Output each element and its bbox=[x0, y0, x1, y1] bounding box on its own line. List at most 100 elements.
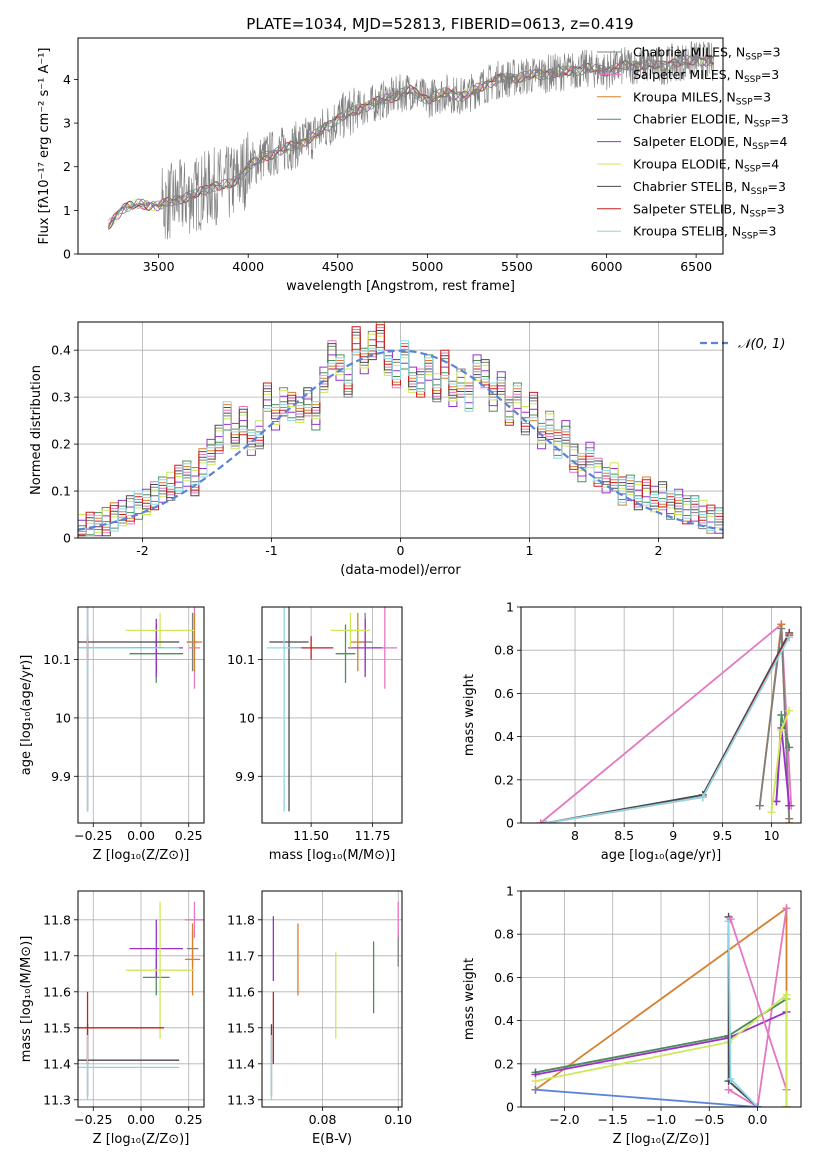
y-tick-label: 1 bbox=[506, 600, 514, 615]
legend-entry: Chabrier STELIB, NSSP=3 bbox=[633, 179, 786, 197]
weight-marker bbox=[777, 624, 786, 633]
x-tick-label: 0.0 bbox=[748, 1112, 768, 1127]
weight-marker bbox=[698, 793, 707, 802]
y-tick-label: 0.4 bbox=[494, 729, 514, 744]
legend-entry: 𝒩(0, 1) bbox=[738, 337, 785, 352]
x-tick-label: 0.00 bbox=[127, 1112, 155, 1127]
legend-subscript: SSP bbox=[741, 232, 758, 242]
y-tick-label: 0 bbox=[506, 1100, 514, 1115]
model-spectrum-line bbox=[108, 55, 715, 230]
y-tick-label: 0.8 bbox=[494, 927, 514, 942]
x-axis-label: (data-model)/error bbox=[340, 563, 461, 578]
y-tick-label: 11.3 bbox=[227, 1092, 255, 1107]
legend-text: Salpeter MILES, N bbox=[633, 67, 744, 82]
normal-distribution-curve bbox=[78, 349, 723, 531]
y-tick-label: 10.1 bbox=[43, 652, 71, 667]
y-tick-label: 11.7 bbox=[227, 948, 255, 963]
y-tick-label: 11.8 bbox=[227, 912, 255, 927]
x-axis-label: Z [log₁₀(Z/Z⊙)] bbox=[93, 848, 190, 863]
axes-frame bbox=[520, 890, 802, 1108]
y-tick-label: 0.8 bbox=[494, 643, 514, 658]
legend-entry: Chabrier ELODIE, NSSP=3 bbox=[633, 112, 789, 130]
model-spectrum-line bbox=[108, 55, 714, 227]
x-tick-label: 0 bbox=[397, 543, 405, 558]
spectrum-plot-area bbox=[108, 40, 715, 240]
x-tick-label: −0.25 bbox=[74, 828, 112, 843]
legend-text: =3 bbox=[753, 89, 771, 104]
x-axis-label: Z [log₁₀(Z/Z⊙)] bbox=[93, 1132, 190, 1147]
y-tick-label: 0 bbox=[63, 531, 71, 546]
x-tick-label: 8 bbox=[571, 828, 579, 843]
legend-entry: Salpeter STELIB, NSSP=3 bbox=[633, 201, 785, 219]
legend-text: Kroupa STELIB, N bbox=[633, 224, 741, 239]
x-tick-label: −0.25 bbox=[74, 1112, 112, 1127]
legend-text: Salpeter STELIB, N bbox=[633, 201, 749, 216]
legend-text: =3 bbox=[770, 112, 788, 127]
x-tick-label: 0.25 bbox=[175, 828, 203, 843]
y-tick-label: 0.2 bbox=[494, 1056, 514, 1071]
legend-text: Kroupa MILES, N bbox=[633, 89, 736, 104]
residual-histogram-step bbox=[78, 340, 723, 537]
y-tick-label: 0.1 bbox=[51, 484, 71, 499]
y-axis-label: mass [log₁₀(M/M⊙)] bbox=[19, 936, 34, 1063]
y-tick-label: 11.5 bbox=[43, 1020, 71, 1035]
legend-text: =3 bbox=[761, 67, 779, 82]
x-tick-label: 4500 bbox=[322, 259, 354, 274]
weight-marker bbox=[767, 808, 776, 817]
weight-marker bbox=[785, 633, 794, 642]
weight-marker bbox=[536, 819, 545, 823]
weight-marker bbox=[785, 814, 794, 823]
weight-marker bbox=[785, 743, 794, 752]
model-spectrum-line bbox=[108, 55, 714, 230]
mass-age-plot-area bbox=[266, 607, 398, 812]
age-weight-panel: 8 8.5 9 9.5 10 0 0.2 0.4 0.6 0.8 1 age [log₁₀(age/y… bbox=[462, 600, 802, 863]
y-tick-label: 11.3 bbox=[43, 1092, 71, 1107]
x-tick-label: 0.00 bbox=[127, 828, 155, 843]
y-tick-label: 0.2 bbox=[494, 772, 514, 787]
legend-text: Chabrier MILES, N bbox=[633, 45, 745, 60]
x-tick-label: 6000 bbox=[591, 259, 623, 274]
legend-subscript: SSP bbox=[736, 97, 753, 107]
legend-text: =4 bbox=[761, 157, 779, 172]
x-tick-label: 10 bbox=[764, 828, 780, 843]
y-tick-label: 0.6 bbox=[494, 970, 514, 985]
age-weight-plot-area bbox=[536, 620, 796, 823]
extinction-mass-panel: 0.08 0.10 11.3 11.4 11.5 11.6 11.7 11.8 E(B-V) bbox=[227, 890, 412, 1147]
x-tick-label: 3500 bbox=[143, 259, 175, 274]
legend-text: =3 bbox=[768, 179, 786, 194]
y-tick-label: 10.1 bbox=[227, 652, 255, 667]
x-tick-label: 9 bbox=[669, 828, 677, 843]
x-tick-label: 0.25 bbox=[175, 1112, 203, 1127]
observed-spectrum-line bbox=[108, 40, 715, 240]
y-tick-label: 11.5 bbox=[227, 1020, 255, 1035]
metallicity-age-panel: −0.25 0.00 0.25 9.9 10 10.1 Z [log₁₀(Z/Z⊙)] age… bbox=[19, 606, 205, 863]
y-tick-label: 11.6 bbox=[43, 984, 71, 999]
model-spectrum-line bbox=[108, 55, 714, 228]
legend-text: =3 bbox=[762, 45, 780, 60]
legend-text: =4 bbox=[769, 134, 787, 149]
x-axis-label: mass [log₁₀(M/M⊙)] bbox=[269, 848, 396, 863]
y-tick-label: 11.4 bbox=[227, 1056, 255, 1071]
x-axis-label: age [log₁₀(age/yr)] bbox=[601, 848, 722, 863]
legend-text: Chabrier STELIB, N bbox=[633, 179, 751, 194]
y-tick-label: 0.4 bbox=[51, 343, 71, 358]
x-tick-label: 6500 bbox=[680, 259, 712, 274]
legend-entry: Kroupa STELIB, NSSP=3 bbox=[633, 224, 777, 242]
x-tick-label: 11.75 bbox=[355, 828, 391, 843]
legend-entry: Kroupa MILES, NSSP=3 bbox=[633, 89, 771, 107]
metallicity-weight-panel: −2.0 −1.5 −1.0 −0.5 0.0 0 0.2 0.4 0.6 0.8 1 Z [log₁… bbox=[462, 884, 802, 1147]
axes-frame bbox=[77, 37, 724, 255]
weight-marker bbox=[782, 904, 791, 913]
x-tick-label: 2 bbox=[655, 543, 663, 558]
y-tick-label: 11.6 bbox=[227, 984, 255, 999]
y-tick-label: 0.4 bbox=[494, 1013, 514, 1028]
x-tick-label: 0.08 bbox=[309, 1112, 337, 1127]
weight-marker bbox=[785, 706, 794, 715]
legend-subscript: SSP bbox=[744, 165, 761, 175]
y-tick-label: 2 bbox=[63, 159, 71, 174]
legend-entry: Salpeter ELODIE, NSSP=4 bbox=[633, 134, 788, 152]
weight-marker bbox=[541, 819, 550, 823]
y-tick-label: 0 bbox=[63, 247, 71, 262]
weight-marker bbox=[531, 1077, 540, 1086]
legend-text: =3 bbox=[758, 224, 776, 239]
